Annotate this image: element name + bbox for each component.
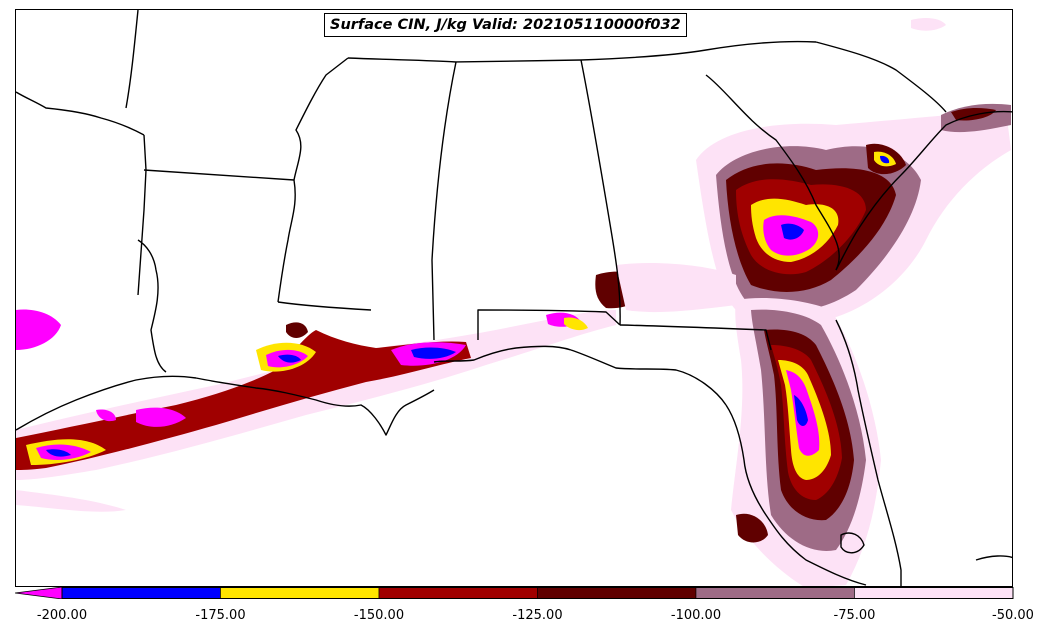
cin-region-carolina-dark [951, 107, 996, 121]
colorbar-tick-label: -150.00 [353, 608, 405, 623]
cin-region-gulf-fringe [16, 490, 126, 512]
cin-region-gulf-magenta-5 [96, 409, 116, 422]
cin-field [16, 17, 1011, 586]
border-al-north [455, 59, 582, 63]
border-ms-al [431, 61, 457, 341]
cin-region-gulf-blue-3 [411, 347, 456, 359]
cin-region-gulf-dark-4 [286, 322, 308, 338]
coastline-ga-sc [835, 110, 1012, 271]
coastline-louisiana [195, 377, 435, 436]
coastline-gulf-texas [16, 375, 197, 431]
colorbar-tick-label: -175.00 [195, 608, 246, 623]
cin-region-fl-panhandle-light [616, 263, 736, 313]
border-ms-north [347, 57, 457, 63]
map-svg [16, 10, 1012, 586]
border-al-fl [477, 309, 621, 340]
coastline-fl-panhandle [570, 349, 727, 406]
border-texas-oklahoma [16, 91, 145, 136]
border-nc-sc [815, 41, 947, 113]
colorbar [15, 587, 1014, 599]
cin-region-gulf-blue-2 [278, 354, 301, 363]
colorbar-tick-label: -200.00 [36, 608, 88, 623]
cin-region-nc-top [911, 17, 946, 31]
colorbar-tick-label: -50.00 [992, 608, 1034, 623]
cin-region-florida-blue [794, 395, 808, 426]
colorbar-bin-1 [220, 587, 380, 599]
border-la-ms-south [277, 301, 372, 311]
border-oklahoma-arkansas [125, 10, 139, 109]
colorbar-tick-label: -125.00 [512, 608, 563, 623]
lake-okeechobee [840, 532, 865, 554]
border-louisiana-mississippi [277, 179, 296, 303]
border-texas-arkansas-la [137, 134, 147, 296]
border-mississippi-river [293, 57, 349, 181]
colorbar-bin-0 [61, 587, 221, 599]
coastline-fl-west [725, 404, 867, 586]
cin-region-gulf-magenta-4 [136, 407, 186, 427]
border-al-ga [580, 59, 621, 326]
coastline-ms-al [433, 345, 572, 363]
cin-region-gulf-dark [16, 330, 471, 470]
map-panel [15, 9, 1013, 587]
colorbar-bin-4 [695, 587, 855, 599]
border-ga-fl [619, 324, 772, 351]
cin-region-fl-south-dark [736, 513, 768, 543]
coastline-bahamas [975, 555, 1012, 561]
colorbar-tick-label: -75.00 [833, 608, 876, 623]
colorbar-bin-3 [537, 587, 697, 599]
colorbar-under-triangle [15, 587, 63, 599]
border-arkansas-south [143, 169, 295, 181]
colorbar-tick-label: -100.00 [670, 608, 722, 623]
border-ga-sc [705, 74, 840, 271]
cin-region-georgia-blue [781, 223, 804, 240]
cin-region-al-coast-yellow [564, 317, 588, 331]
colorbar-bin-5 [854, 587, 1014, 599]
cin-region-texas-magenta [16, 309, 61, 350]
border-ga-north [580, 40, 817, 61]
cin-region-sc-coast-blue [880, 155, 890, 164]
coastline-fl-east [835, 319, 902, 586]
cin-region-gulf-blue-1 [46, 449, 71, 457]
map-title: Surface CIN, J/kg Valid: 202105110000f03… [324, 13, 687, 37]
colorbar-bin-2 [378, 587, 538, 599]
map-boundaries [16, 10, 1012, 586]
border-louisiana-east [137, 239, 167, 373]
